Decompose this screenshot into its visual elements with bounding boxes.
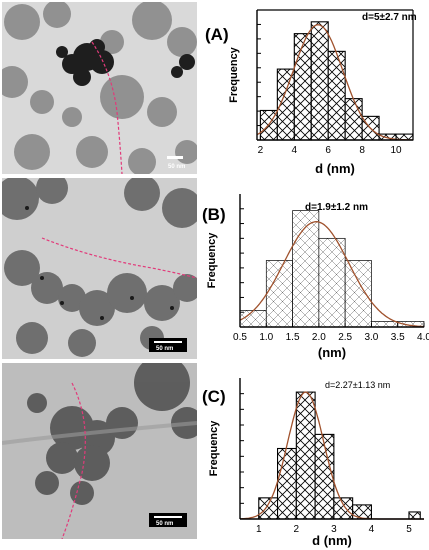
y-axis-label: Frequency (208, 420, 220, 477)
x-axis-label: d (nm) (315, 161, 355, 176)
histogram-bar (292, 210, 320, 328)
histogram-bar (277, 447, 297, 520)
x-tick-label: 3.5 (391, 332, 405, 343)
x-tick-label: 4 (292, 145, 298, 156)
x-tick-label: 10 (390, 145, 402, 156)
histogram-panel-a: (A) 2 4 6 8 10 d (nm) Frequency d=5±2.7 nm (197, 0, 429, 178)
x-tick-label: 5 (406, 524, 412, 535)
x-axis-label: d (nm) (312, 533, 352, 548)
size-annotation: d=2.27±1.13 nm (325, 380, 390, 390)
size-annotation: d=1.9±1.2 nm (305, 202, 368, 213)
x-tick-label: 2 (258, 145, 264, 156)
histogram-b: (B) 0.5 1.0 1.5 2.0 2.5 3.0 3.5 4.0 (nm) Frequency… (202, 194, 429, 360)
fit-curve (239, 221, 425, 328)
size-annotation: d=5±2.7 nm (362, 12, 417, 23)
histogram-bar (408, 511, 421, 520)
fit-curve (256, 24, 413, 141)
tem-micrograph-a: 50 nm (2, 2, 197, 174)
tem-micrograph-c: 50 nm (2, 363, 197, 539)
x-tick-label: 8 (359, 145, 365, 156)
histogram-bar (318, 237, 346, 328)
histogram-bar (344, 260, 372, 328)
tem-image-c: 50 nm (2, 363, 197, 539)
scale-label: 50 nm (168, 164, 185, 170)
scale-label: 50 nm (156, 521, 173, 527)
x-tick-label: 2 (294, 524, 300, 535)
x-tick-label: 3 (331, 524, 337, 535)
x-tick-label: 1.0 (259, 332, 273, 343)
histogram-c: (C) 1 2 3 4 5 d (nm) Frequency d=2.27±1.13 nm (202, 378, 424, 548)
x-tick-label: 2.5 (338, 332, 352, 343)
tem-image-b: 50 nm (2, 178, 197, 359)
x-tick-label: 4 (369, 524, 375, 535)
histogram-bar (310, 21, 329, 141)
x-tick-label: 0.5 (233, 332, 247, 343)
histogram-bar (327, 50, 346, 141)
histogram-bar (293, 33, 312, 141)
panel-label: (B) (202, 205, 226, 224)
x-tick-label: 2.0 (312, 332, 326, 343)
histogram-panel-b: (B) 0.5 1.0 1.5 2.0 2.5 3.0 3.5 4.0 (nm) Frequency… (197, 180, 429, 362)
panel-label: (C) (202, 387, 226, 406)
panel-label: (A) (205, 25, 229, 44)
y-axis-label: Frequency (228, 46, 240, 103)
histogram-bar (344, 98, 363, 141)
x-axis-label: (nm) (318, 345, 346, 360)
histogram-bar (258, 497, 279, 520)
scale-bar (167, 156, 183, 159)
x-tick-label: 1.5 (286, 332, 300, 343)
x-tick-label: 6 (325, 145, 331, 156)
histogram-a: (A) 2 4 6 8 10 d (nm) Frequency d=5±2.7 nm (205, 9, 417, 176)
histogram-panel-c: (C) 1 2 3 4 5 d (nm) Frequency d=2.27±1.13 nm (197, 364, 429, 550)
tem-micrograph-b: 50 nm (2, 178, 197, 359)
x-tick-label: 1 (256, 524, 262, 535)
y-axis-label: Frequency (206, 232, 218, 289)
histogram-bar (371, 321, 399, 328)
x-tick-label: 4.0 (417, 332, 429, 343)
tem-image-a: 50 nm (2, 2, 197, 174)
histogram-bar (333, 497, 354, 520)
scale-label: 50 nm (156, 346, 173, 352)
histogram-bar (295, 391, 316, 520)
x-tick-label: 3.0 (364, 332, 378, 343)
